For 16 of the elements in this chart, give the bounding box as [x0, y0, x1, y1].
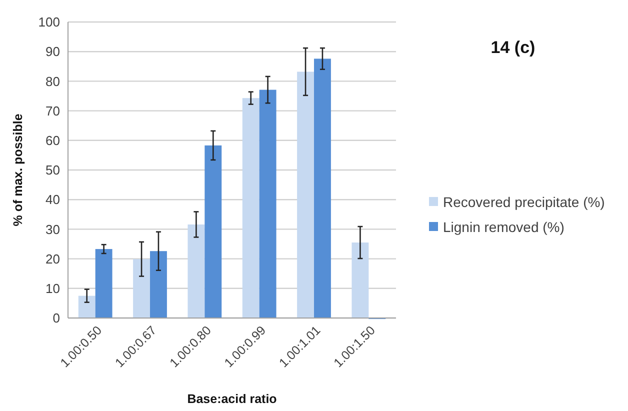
y-tick-label: 90: [46, 44, 60, 60]
y-tick-label: 50: [46, 162, 60, 178]
legend-label: Lignin removed (%): [443, 218, 564, 235]
y-tick-label: 0: [52, 310, 60, 326]
x-axis-title: Base:acid ratio: [187, 392, 278, 406]
y-tick-label: 10: [46, 280, 60, 296]
y-tick-label: 70: [46, 103, 60, 118]
y-axis-title: % of max. possible: [11, 114, 25, 226]
text: 14 (c): [490, 38, 536, 57]
y-tick-label: 80: [46, 74, 60, 89]
y-tick-label: 100: [38, 14, 60, 30]
legend-label: Recovered precipitate (%): [443, 194, 605, 210]
y-tick-label: 30: [46, 222, 60, 237]
y-tick-label: 60: [46, 132, 60, 148]
y-tick-label: 20: [46, 251, 60, 266]
y-tick-label: 40: [46, 192, 60, 208]
